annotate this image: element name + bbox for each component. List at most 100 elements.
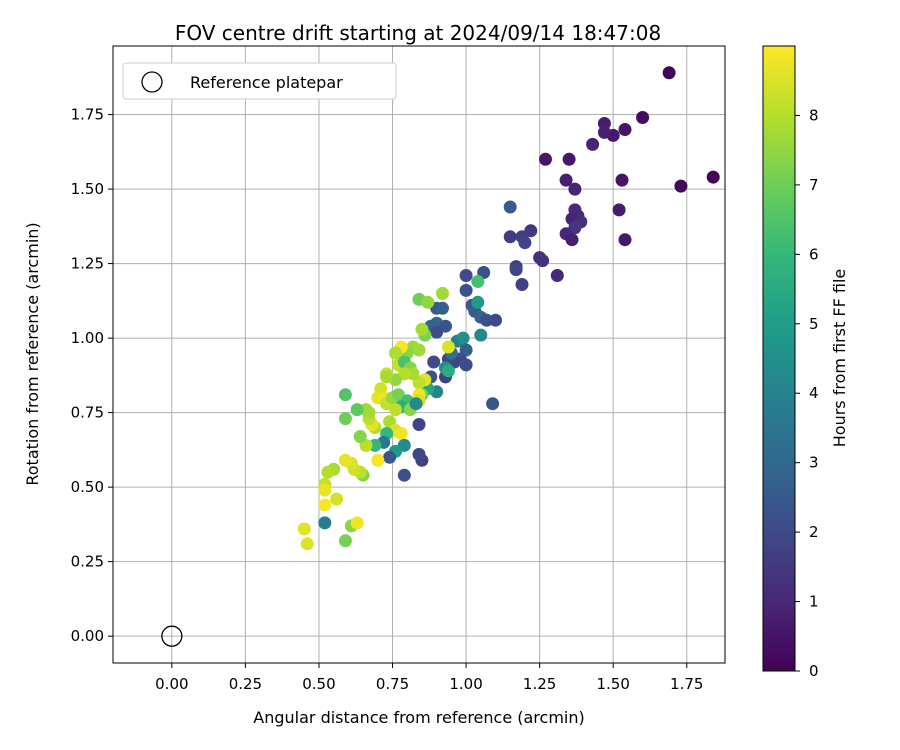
- data-point: [471, 275, 485, 288]
- data-point: [503, 230, 517, 244]
- data-point: [330, 492, 344, 506]
- data-point: [615, 173, 629, 187]
- data-point: [489, 313, 502, 327]
- data-point: [559, 173, 573, 187]
- colorbar-tick-label: 4: [809, 384, 819, 402]
- data-point: [338, 453, 352, 467]
- data-point: [618, 123, 632, 136]
- data-point: [706, 170, 720, 184]
- colorbar-tick-label: 8: [809, 106, 819, 124]
- legend: Reference platepar: [122, 62, 397, 100]
- legend-box: [122, 62, 397, 100]
- data-point: [597, 125, 611, 139]
- data-point: [415, 322, 429, 336]
- data-point: [389, 346, 402, 360]
- data-point: [338, 388, 352, 402]
- data-point: [412, 343, 426, 357]
- data-point: [441, 340, 455, 354]
- data-point: [380, 370, 394, 384]
- data-point: [353, 430, 367, 443]
- data-point: [539, 152, 552, 166]
- data-point: [636, 111, 650, 124]
- data-point: [612, 203, 626, 217]
- y-tick-label: 0.25: [71, 553, 104, 571]
- data-point: [421, 295, 435, 309]
- data-point: [618, 233, 632, 247]
- y-axis-label: Rotation from reference (arcmin): [23, 222, 42, 485]
- data-points: [161, 66, 720, 647]
- data-point: [427, 355, 441, 369]
- data-point: [456, 331, 470, 345]
- data-point: [568, 182, 582, 196]
- data-point: [300, 537, 314, 551]
- data-point: [459, 283, 473, 297]
- y-tick-label: 1.75: [71, 106, 104, 124]
- plot-frame: [112, 45, 726, 664]
- x-tick-label: 1.50: [596, 675, 629, 693]
- y-tick-label: 1.00: [71, 329, 104, 347]
- x-tick-label: 1.75: [670, 675, 703, 693]
- data-point: [394, 427, 408, 440]
- data-point: [459, 269, 473, 282]
- data-point: [371, 453, 385, 467]
- data-point: [597, 117, 611, 130]
- data-point: [389, 403, 402, 417]
- data-point: [471, 295, 485, 309]
- data-point: [436, 301, 449, 315]
- colorbar-tick-label: 0: [809, 662, 819, 680]
- legend-marker-reference: [141, 71, 163, 93]
- data-point: [674, 179, 688, 193]
- data-point: [318, 516, 332, 530]
- data-point: [297, 522, 311, 536]
- x-axis-label: Angular distance from reference (arcmin): [253, 708, 584, 727]
- data-point: [436, 286, 449, 300]
- colorbar-tick-label: 2: [809, 523, 819, 541]
- y-tick-label: 0.00: [71, 627, 104, 645]
- data-point: [459, 358, 473, 372]
- data-point: [350, 403, 364, 417]
- x-tick-label: 0.75: [376, 675, 409, 693]
- colorbar-tick-label: 3: [809, 454, 819, 472]
- y-axis-ticks: 0.00 0.25 0.50 0.75 1.00 1.25 1.50 1.75: [71, 106, 113, 645]
- colorbar-tick-label: 6: [809, 245, 819, 263]
- colorbar-label: Hours from first FF file: [830, 269, 849, 448]
- data-point: [321, 465, 335, 479]
- data-point: [509, 263, 523, 277]
- data-point: [441, 364, 455, 378]
- colorbar-tick-label: 5: [809, 315, 819, 333]
- data-point: [565, 233, 579, 247]
- colorbar: 0 1 2 3 4 5 6 7 8 Hours from first FF file: [762, 45, 849, 680]
- data-point: [550, 269, 564, 282]
- data-point: [338, 412, 352, 426]
- data-point: [562, 152, 576, 166]
- y-tick-label: 0.50: [71, 478, 104, 496]
- data-point: [503, 200, 517, 214]
- y-tick-label: 0.75: [71, 404, 104, 422]
- data-point: [586, 137, 600, 151]
- legend-label-reference: Reference platepar: [190, 73, 343, 92]
- y-tick-label: 1.50: [71, 180, 104, 198]
- x-tick-label: 0.00: [155, 675, 188, 693]
- data-point: [383, 450, 397, 464]
- colorbar-tick-label: 1: [809, 593, 819, 611]
- data-point: [409, 397, 423, 411]
- data-point: [536, 254, 550, 268]
- x-tick-label: 0.25: [229, 675, 262, 693]
- reference-point: [161, 625, 183, 647]
- data-point: [430, 325, 444, 339]
- data-point: [518, 236, 532, 250]
- data-point: [486, 397, 500, 411]
- data-point: [350, 516, 364, 530]
- data-point: [368, 438, 382, 452]
- x-tick-label: 0.50: [302, 675, 335, 693]
- data-point: [412, 418, 426, 431]
- chart-title: FOV centre drift starting at 2024/09/14 …: [175, 21, 661, 45]
- data-point: [474, 328, 488, 342]
- data-point: [662, 66, 676, 80]
- data-point: [318, 483, 332, 497]
- x-tick-label: 1.00: [449, 675, 482, 693]
- x-axis-ticks: 0.00 0.25 0.50 0.75 1.00 1.25 1.50 1.75: [155, 663, 703, 693]
- data-point: [397, 468, 411, 482]
- data-point: [515, 278, 529, 291]
